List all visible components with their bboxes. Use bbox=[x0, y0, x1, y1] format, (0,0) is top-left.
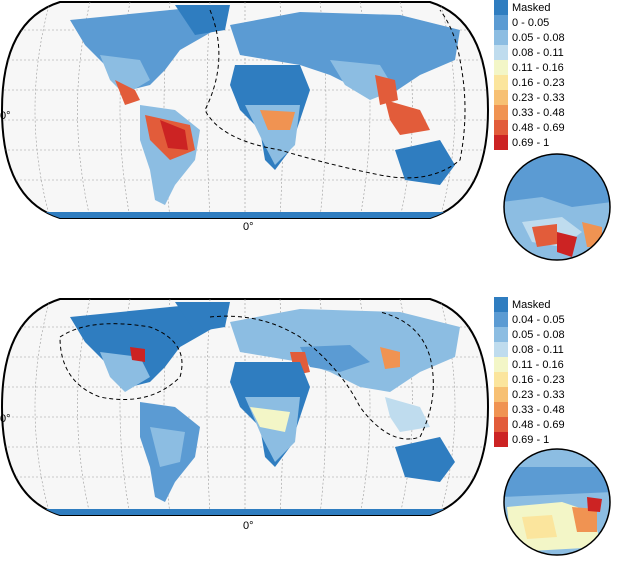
inset-map-bottom bbox=[503, 448, 611, 556]
legend-label: 0.69 - 1 bbox=[512, 433, 550, 446]
legend-swatch bbox=[494, 372, 508, 387]
legend-row: 0.69 - 1 bbox=[494, 432, 549, 447]
legend-swatch bbox=[494, 0, 508, 15]
antarctica bbox=[20, 212, 470, 218]
legend-swatch bbox=[494, 387, 508, 402]
latitude-label: 0° bbox=[0, 413, 11, 425]
legend-row: 0.48 - 0.69 bbox=[494, 417, 565, 432]
legend-label: 0 - 0.05 bbox=[512, 16, 550, 29]
legend-row: 0.05 - 0.08 bbox=[494, 327, 565, 342]
legend-swatch bbox=[494, 60, 508, 75]
legend-row: 0.23 - 0.33 bbox=[494, 90, 565, 105]
latitude-label: 0° bbox=[0, 110, 11, 122]
australia bbox=[395, 140, 455, 185]
legend-swatch bbox=[494, 75, 508, 90]
world-map-bottom bbox=[0, 298, 490, 516]
legend-label: Masked bbox=[512, 298, 551, 311]
dashed-contour bbox=[204, 9, 466, 179]
legend-swatch bbox=[494, 120, 508, 135]
legend-swatch bbox=[494, 45, 508, 60]
map-panel-top: 0° 0° Masked 0 - 0.05 0.05 - 0.08 0.08 -… bbox=[0, 0, 617, 280]
legend-row: 0.23 - 0.33 bbox=[494, 387, 565, 402]
legend-swatch bbox=[494, 30, 508, 45]
legend-swatch bbox=[494, 342, 508, 357]
legend-label: 0.05 - 0.08 bbox=[512, 328, 565, 341]
legend-row: 0.33 - 0.48 bbox=[494, 105, 565, 120]
north-america bbox=[70, 305, 215, 387]
legend-row: 0.08 - 0.11 bbox=[494, 342, 564, 357]
greenland bbox=[175, 5, 230, 35]
legend-label: 0.16 - 0.23 bbox=[512, 373, 565, 386]
legend-label: 0.08 - 0.11 bbox=[512, 343, 564, 356]
legend-row: 0.11 - 0.16 bbox=[494, 60, 564, 75]
legend-row: 0.33 - 0.48 bbox=[494, 402, 565, 417]
north-america bbox=[70, 8, 215, 90]
legend-label: 0.48 - 0.69 bbox=[512, 418, 565, 431]
legend-row: 0.69 - 1 bbox=[494, 135, 549, 150]
legend-row: 0.11 - 0.16 bbox=[494, 357, 564, 372]
legend-swatch bbox=[494, 402, 508, 417]
legend-swatch bbox=[494, 15, 508, 30]
legend-swatch bbox=[494, 90, 508, 105]
legend-swatch bbox=[494, 357, 508, 372]
world-map-top bbox=[0, 1, 490, 219]
legend-label: 0.16 - 0.23 bbox=[512, 76, 565, 89]
legend-row: 0.48 - 0.69 bbox=[494, 120, 565, 135]
legend-label: 0.48 - 0.69 bbox=[512, 121, 565, 134]
longitude-label: 0° bbox=[243, 221, 254, 233]
legend-label: 0.04 - 0.05 bbox=[512, 313, 565, 326]
legend-swatch bbox=[494, 297, 508, 312]
land-masses bbox=[20, 5, 470, 218]
legend-label: 0.23 - 0.33 bbox=[512, 388, 565, 401]
greenland bbox=[175, 302, 230, 332]
legend-row: Masked bbox=[494, 0, 551, 15]
legend-row: 0.04 - 0.05 bbox=[494, 312, 565, 327]
legend-label: 0.11 - 0.16 bbox=[512, 358, 564, 371]
legend-swatch bbox=[494, 432, 508, 447]
dashed-contour bbox=[209, 311, 434, 440]
antarctica bbox=[20, 509, 470, 515]
legend-swatch bbox=[494, 417, 508, 432]
longitude-label: 0° bbox=[243, 520, 254, 532]
inset-map-top bbox=[503, 153, 611, 261]
land-masses bbox=[20, 302, 470, 515]
legend-swatch bbox=[494, 135, 508, 150]
legend-row: 0 - 0.05 bbox=[494, 15, 549, 30]
legend-label: 0.23 - 0.33 bbox=[512, 91, 565, 104]
eurasia bbox=[230, 12, 460, 95]
legend-row: Masked bbox=[494, 297, 551, 312]
map-panel-bottom: 0° 0° Masked 0.04 - 0.05 0.05 - 0.08 0.0… bbox=[0, 297, 617, 577]
legend-label: 0.33 - 0.48 bbox=[512, 106, 565, 119]
legend-swatch bbox=[494, 327, 508, 342]
legend-label: 0.08 - 0.11 bbox=[512, 46, 564, 59]
dashed-contour bbox=[59, 323, 183, 400]
legend-label: 0.33 - 0.48 bbox=[512, 403, 565, 416]
legend-row: 0.08 - 0.11 bbox=[494, 45, 564, 60]
legend-row: 0.16 - 0.23 bbox=[494, 372, 565, 387]
legend-swatch bbox=[494, 312, 508, 327]
legend-row: 0.16 - 0.23 bbox=[494, 75, 565, 90]
legend-label: 0.69 - 1 bbox=[512, 136, 550, 149]
legend-label: 0.11 - 0.16 bbox=[512, 61, 564, 74]
legend-swatch bbox=[494, 105, 508, 120]
legend-row: 0.05 - 0.08 bbox=[494, 30, 565, 45]
australia bbox=[395, 437, 455, 482]
legend-label: 0.05 - 0.08 bbox=[512, 31, 565, 44]
legend-label: Masked bbox=[512, 1, 551, 14]
